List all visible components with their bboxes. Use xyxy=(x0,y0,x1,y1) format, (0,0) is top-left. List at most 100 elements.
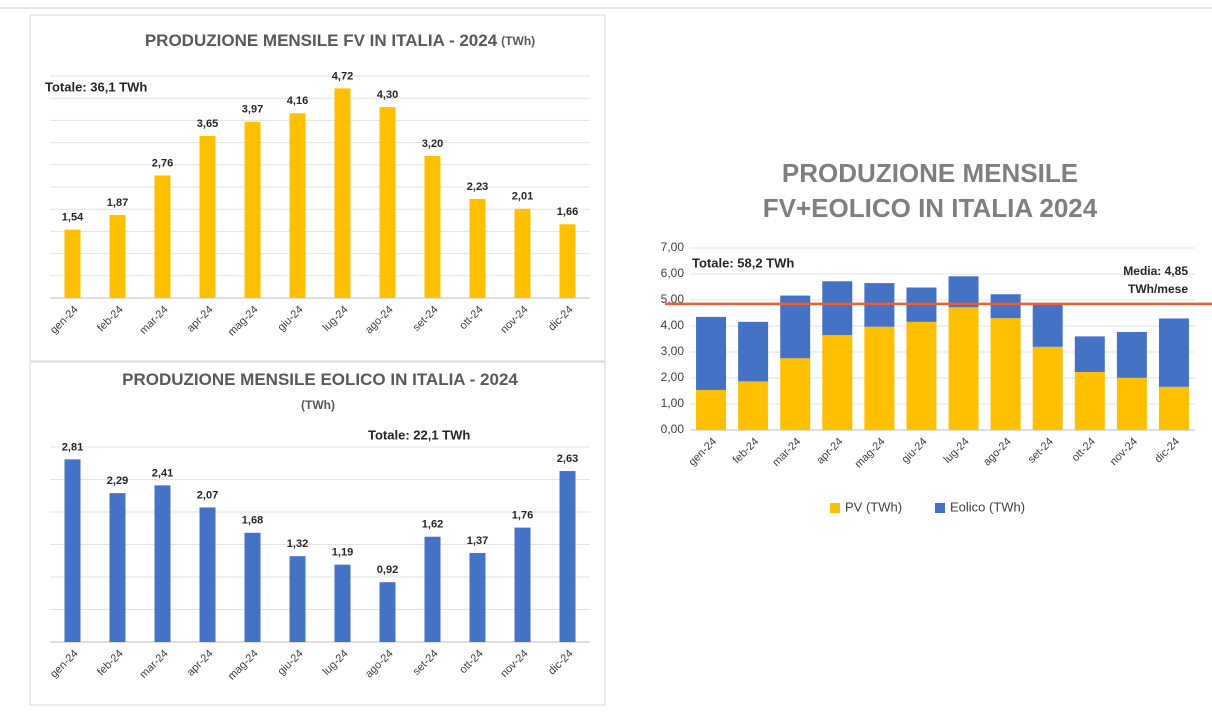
x-tick-label: nov-24 xyxy=(1108,436,1140,468)
value-label: 1,76 xyxy=(512,510,533,522)
bar xyxy=(244,121,261,299)
bar xyxy=(64,229,81,298)
value-label: 3,65 xyxy=(197,118,218,130)
bar xyxy=(334,88,351,298)
value-label: 2,29 xyxy=(107,475,128,487)
bar xyxy=(244,532,261,642)
bar xyxy=(469,198,486,298)
bar xyxy=(109,493,126,642)
value-label: 2,01 xyxy=(512,191,533,203)
bar-segment xyxy=(780,358,811,430)
bar-segment xyxy=(1158,318,1189,387)
bar xyxy=(154,175,171,298)
bar-segment xyxy=(948,276,979,308)
bar-segment xyxy=(738,321,769,382)
bar-segment xyxy=(1074,372,1105,430)
legend-label: Eolico (TWh) xyxy=(950,499,1025,514)
bar-segment xyxy=(1116,377,1147,430)
bar xyxy=(289,556,306,642)
panel-fv xyxy=(29,14,606,362)
y-tick-label: 4,00 xyxy=(661,318,685,332)
x-tick-label: dic-24 xyxy=(1152,436,1182,466)
bar-segment xyxy=(948,307,979,430)
value-label: 2,23 xyxy=(467,181,488,193)
bar xyxy=(64,459,81,642)
value-label: 4,72 xyxy=(332,70,353,82)
bar-segment xyxy=(738,381,769,430)
value-label: 3,97 xyxy=(242,104,263,116)
bar xyxy=(379,582,396,642)
bar-segment xyxy=(696,389,727,430)
annotation: Totale: 22,1 TWh xyxy=(368,427,470,442)
chart-subtitle: (TWh) xyxy=(501,34,535,48)
legend-swatch xyxy=(830,503,840,513)
bar-segment xyxy=(822,335,853,430)
y-tick-label: 6,00 xyxy=(661,266,685,280)
x-tick-label: ott-24 xyxy=(1070,436,1098,464)
bar xyxy=(469,552,486,642)
x-tick-label: ago-24 xyxy=(981,436,1014,469)
bar xyxy=(559,471,576,642)
chart-title-text: PRODUZIONE MENSILE FV IN ITALIA - 2024 xyxy=(145,31,498,50)
y-tick-label: 3,00 xyxy=(661,344,685,358)
bar xyxy=(334,564,351,642)
value-label: 1,62 xyxy=(422,519,443,531)
bar-segment xyxy=(1158,386,1189,430)
value-label: 1,54 xyxy=(62,212,84,224)
value-label: 1,32 xyxy=(287,538,308,550)
value-label: 2,07 xyxy=(197,489,218,501)
bar xyxy=(154,485,171,642)
x-tick-label: mag-24 xyxy=(853,436,888,471)
bar xyxy=(379,107,396,298)
reference-label: TWh/mese xyxy=(1128,282,1188,296)
bar-segment xyxy=(1116,331,1147,378)
value-label: 1,19 xyxy=(332,547,353,559)
value-label: 4,30 xyxy=(377,89,398,101)
bar-segment xyxy=(822,281,853,336)
legend-label: PV (TWh) xyxy=(845,499,902,514)
x-tick-label: mar-24 xyxy=(770,436,803,469)
bar xyxy=(514,208,531,298)
chart-subtitle: (TWh) xyxy=(301,398,335,412)
panel-eolico xyxy=(29,361,606,706)
value-label: 0,92 xyxy=(377,564,398,576)
bar-segment xyxy=(990,318,1021,430)
x-tick-label: gen-24 xyxy=(687,436,720,469)
bar-segment xyxy=(864,326,895,430)
chart-title: PRODUZIONE MENSILE FV IN ITALIA - 2024 (T… xyxy=(145,31,535,50)
bar-segment xyxy=(1032,304,1063,347)
bar xyxy=(559,224,576,298)
chart-title: PRODUZIONE MENSILE xyxy=(782,158,1078,188)
bar-segment xyxy=(780,295,811,359)
legend-swatch xyxy=(935,503,945,513)
value-label: 1,68 xyxy=(242,515,263,527)
bar-segment xyxy=(1032,346,1063,430)
value-label: 3,20 xyxy=(422,138,443,150)
y-tick-label: 7,00 xyxy=(661,240,685,254)
bar-segment xyxy=(990,294,1021,319)
x-tick-label: set-24 xyxy=(1026,436,1056,466)
chart-title-text: PRODUZIONE MENSILE EOLICO IN ITALIA - 20… xyxy=(122,370,518,389)
bar-segment xyxy=(906,321,937,430)
y-tick-label: 2,00 xyxy=(661,370,685,384)
bar xyxy=(109,214,126,298)
value-label: 2,41 xyxy=(152,467,173,479)
annotation: Totale: 58,2 TWh xyxy=(692,255,794,270)
x-tick-label: feb-24 xyxy=(731,436,762,467)
y-tick-label: 0,00 xyxy=(661,422,685,436)
x-tick-label: lug-24 xyxy=(942,436,972,466)
bar xyxy=(199,507,216,642)
x-tick-label: apr-24 xyxy=(814,436,845,467)
chart-title: FV+EOLICO IN ITALIA 2024 xyxy=(763,193,1098,223)
value-label: 2,63 xyxy=(557,453,578,465)
y-tick-label: 1,00 xyxy=(661,396,685,410)
value-label: 4,16 xyxy=(287,95,308,107)
bar-segment xyxy=(1074,336,1105,373)
bar xyxy=(514,527,531,642)
value-label: 2,76 xyxy=(152,157,173,169)
value-label: 2,81 xyxy=(62,441,83,453)
bar xyxy=(424,536,441,642)
value-label: 1,37 xyxy=(467,535,488,547)
bar-segment xyxy=(696,316,727,390)
